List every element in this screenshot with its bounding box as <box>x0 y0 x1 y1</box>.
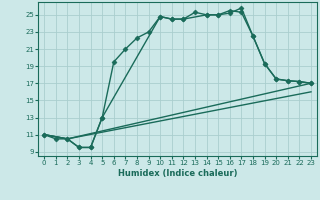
X-axis label: Humidex (Indice chaleur): Humidex (Indice chaleur) <box>118 169 237 178</box>
